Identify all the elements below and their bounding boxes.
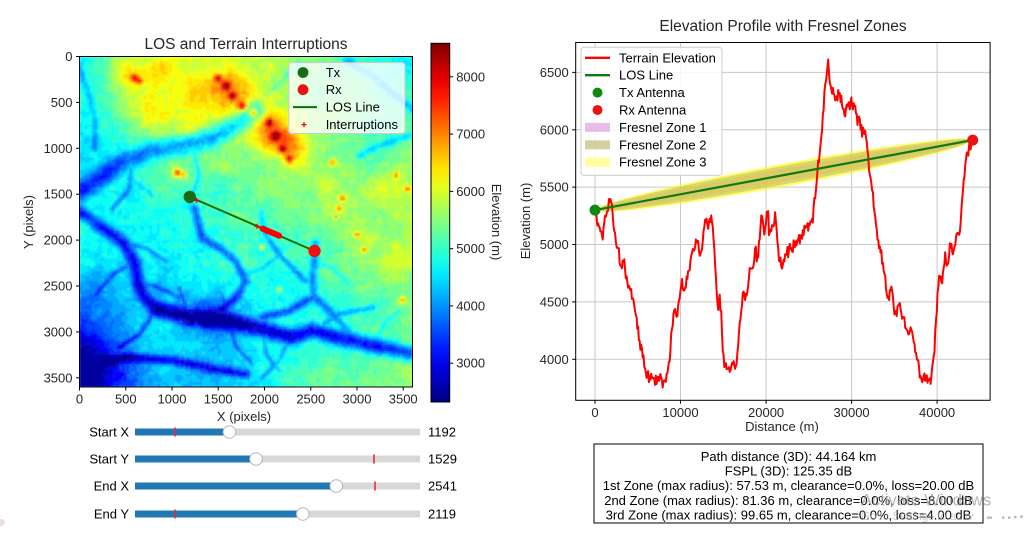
svg-text:Activate Windows: Activate Windows bbox=[861, 492, 991, 510]
svg-text:40000: 40000 bbox=[919, 405, 955, 420]
svg-text:Rx: Rx bbox=[326, 82, 342, 97]
svg-text:3rd Zone (max radius): 99.65 m: 3rd Zone (max radius): 99.65 m, clearanc… bbox=[606, 507, 972, 522]
svg-text:2119: 2119 bbox=[428, 507, 456, 522]
svg-text:2541: 2541 bbox=[428, 479, 457, 494]
svg-text:4000: 4000 bbox=[456, 298, 485, 313]
svg-text:Y (pixels): Y (pixels) bbox=[21, 195, 36, 249]
svg-text:1500: 1500 bbox=[204, 392, 233, 407]
svg-text:Elevation (m): Elevation (m) bbox=[489, 184, 504, 261]
svg-text:8000: 8000 bbox=[456, 69, 485, 84]
svg-text:3500: 3500 bbox=[44, 370, 73, 385]
svg-text:End Y: End Y bbox=[94, 507, 130, 522]
svg-text:X (pixels): X (pixels) bbox=[217, 409, 271, 424]
svg-text:1000: 1000 bbox=[44, 141, 73, 156]
svg-text:1529: 1529 bbox=[428, 452, 457, 467]
svg-text:Interruptions: Interruptions bbox=[326, 117, 399, 132]
svg-text:2000: 2000 bbox=[44, 233, 73, 248]
svg-text:6000: 6000 bbox=[456, 184, 485, 199]
svg-text:10000: 10000 bbox=[662, 405, 698, 420]
svg-text:5000: 5000 bbox=[540, 237, 569, 252]
svg-text:FSPL (3D): 125.35 dB: FSPL (3D): 125.35 dB bbox=[725, 464, 852, 479]
svg-text:2nd Zone (max radius): 81.36 m: 2nd Zone (max radius): 81.36 m, clearanc… bbox=[604, 493, 973, 508]
svg-text:Start X: Start X bbox=[89, 425, 129, 440]
svg-text:Elevation (m): Elevation (m) bbox=[518, 183, 533, 260]
svg-text:Fresnel Zone 3: Fresnel Zone 3 bbox=[619, 155, 706, 170]
svg-text:30000: 30000 bbox=[834, 405, 870, 420]
svg-text:3500: 3500 bbox=[389, 392, 418, 407]
svg-text:Tx Antenna: Tx Antenna bbox=[619, 85, 686, 100]
svg-text:1000: 1000 bbox=[158, 392, 187, 407]
svg-text:2500: 2500 bbox=[296, 392, 325, 407]
svg-text:500: 500 bbox=[51, 95, 73, 110]
svg-text:0: 0 bbox=[65, 49, 72, 64]
svg-text:4000: 4000 bbox=[540, 352, 569, 367]
svg-text:LOS and Terrain Interruptions: LOS and Terrain Interruptions bbox=[144, 36, 347, 53]
svg-text:1192: 1192 bbox=[428, 425, 456, 440]
svg-text:Distance (m): Distance (m) bbox=[745, 419, 819, 434]
svg-text:5000: 5000 bbox=[456, 241, 485, 256]
svg-text:0: 0 bbox=[591, 405, 598, 420]
svg-text:1st Zone (max radius): 57.53 m: 1st Zone (max radius): 57.53 m, clearanc… bbox=[603, 478, 974, 493]
svg-text:6500: 6500 bbox=[540, 65, 569, 80]
svg-text:LOS Line: LOS Line bbox=[326, 100, 380, 115]
svg-text:Rx Antenna: Rx Antenna bbox=[619, 103, 687, 118]
svg-text:Fresnel Zone 2: Fresnel Zone 2 bbox=[619, 137, 706, 152]
svg-text:Start Y: Start Y bbox=[89, 452, 129, 467]
svg-text:Fresnel Zone 1: Fresnel Zone 1 bbox=[619, 120, 706, 135]
svg-text:Tx: Tx bbox=[326, 65, 341, 80]
svg-text:End X: End X bbox=[94, 479, 130, 494]
svg-text:3000: 3000 bbox=[343, 392, 372, 407]
svg-text:3000: 3000 bbox=[456, 356, 485, 371]
svg-text:Terrain Elevation: Terrain Elevation bbox=[619, 50, 716, 65]
svg-text:Path distance (3D): 44.164 km: Path distance (3D): 44.164 km bbox=[701, 449, 877, 464]
svg-text:6000: 6000 bbox=[540, 122, 569, 137]
svg-text:20000: 20000 bbox=[748, 405, 784, 420]
svg-text:1500: 1500 bbox=[44, 187, 73, 202]
svg-text:Elevation Profile with Fresnel: Elevation Profile with Fresnel Zones bbox=[659, 18, 907, 35]
svg-text:3000: 3000 bbox=[44, 324, 73, 339]
svg-text:5500: 5500 bbox=[540, 180, 569, 195]
svg-text:2500: 2500 bbox=[44, 279, 73, 294]
svg-text:0: 0 bbox=[76, 392, 83, 407]
svg-text:LOS Line: LOS Line bbox=[619, 68, 673, 83]
svg-text:7000: 7000 bbox=[456, 127, 485, 142]
svg-text:2000: 2000 bbox=[250, 392, 279, 407]
svg-text:4500: 4500 bbox=[540, 294, 569, 309]
svg-text:500: 500 bbox=[115, 392, 137, 407]
svg-text:Go to Settings to activ: Go to Settings to activ bbox=[861, 511, 974, 523]
